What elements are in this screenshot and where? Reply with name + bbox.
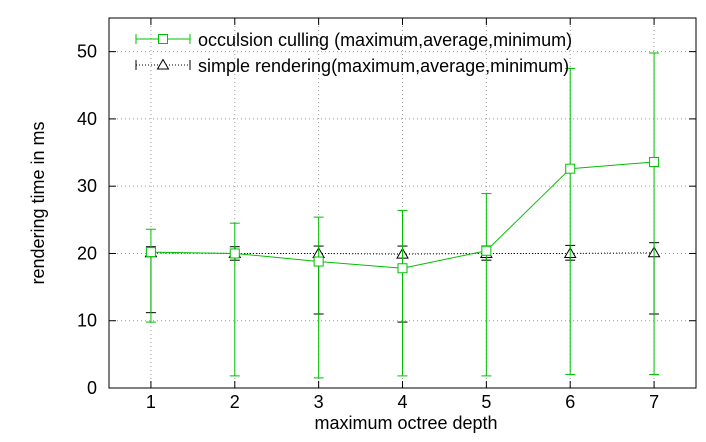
legend-marker-occlusion <box>158 34 168 44</box>
x-tick-label: 5 <box>481 392 491 412</box>
data-point <box>397 263 408 274</box>
y-tick-label: 30 <box>77 176 97 196</box>
series-layer <box>144 52 661 379</box>
legend-label-occlusion: occulsion culling (maximum,average,minim… <box>198 30 572 50</box>
x-tick-label: 3 <box>314 392 324 412</box>
x-axis-label: maximum octree depth <box>314 413 497 433</box>
x-axis: 1 2 3 4 5 6 7 <box>146 18 659 412</box>
data-point <box>145 247 156 258</box>
x-tick-label: 1 <box>146 392 156 412</box>
y-axis: 0 10 20 30 40 50 <box>77 42 696 398</box>
x-tick-label: 7 <box>649 392 659 412</box>
y-tick-label: 20 <box>77 243 97 263</box>
data-point <box>565 163 576 174</box>
x-tick-label: 6 <box>565 392 575 412</box>
y-tick-label: 0 <box>87 378 97 398</box>
data-point <box>229 248 240 259</box>
legend: occulsion culling (maximum,average,minim… <box>135 30 572 76</box>
x-tick-label: 4 <box>397 392 407 412</box>
data-point <box>481 245 492 256</box>
data-point <box>313 256 324 267</box>
y-axis-label: rendering time in ms <box>28 121 48 284</box>
series-occlusion-culling <box>145 52 660 379</box>
legend-label-simple: simple rendering(maximum,average,minimum… <box>198 56 569 76</box>
y-tick-label: 50 <box>77 42 97 62</box>
x-tick-label: 2 <box>230 392 240 412</box>
y-tick-label: 10 <box>77 311 97 331</box>
y-tick-label: 40 <box>77 109 97 129</box>
data-point <box>649 156 660 167</box>
legend-marker-simple <box>156 58 170 70</box>
